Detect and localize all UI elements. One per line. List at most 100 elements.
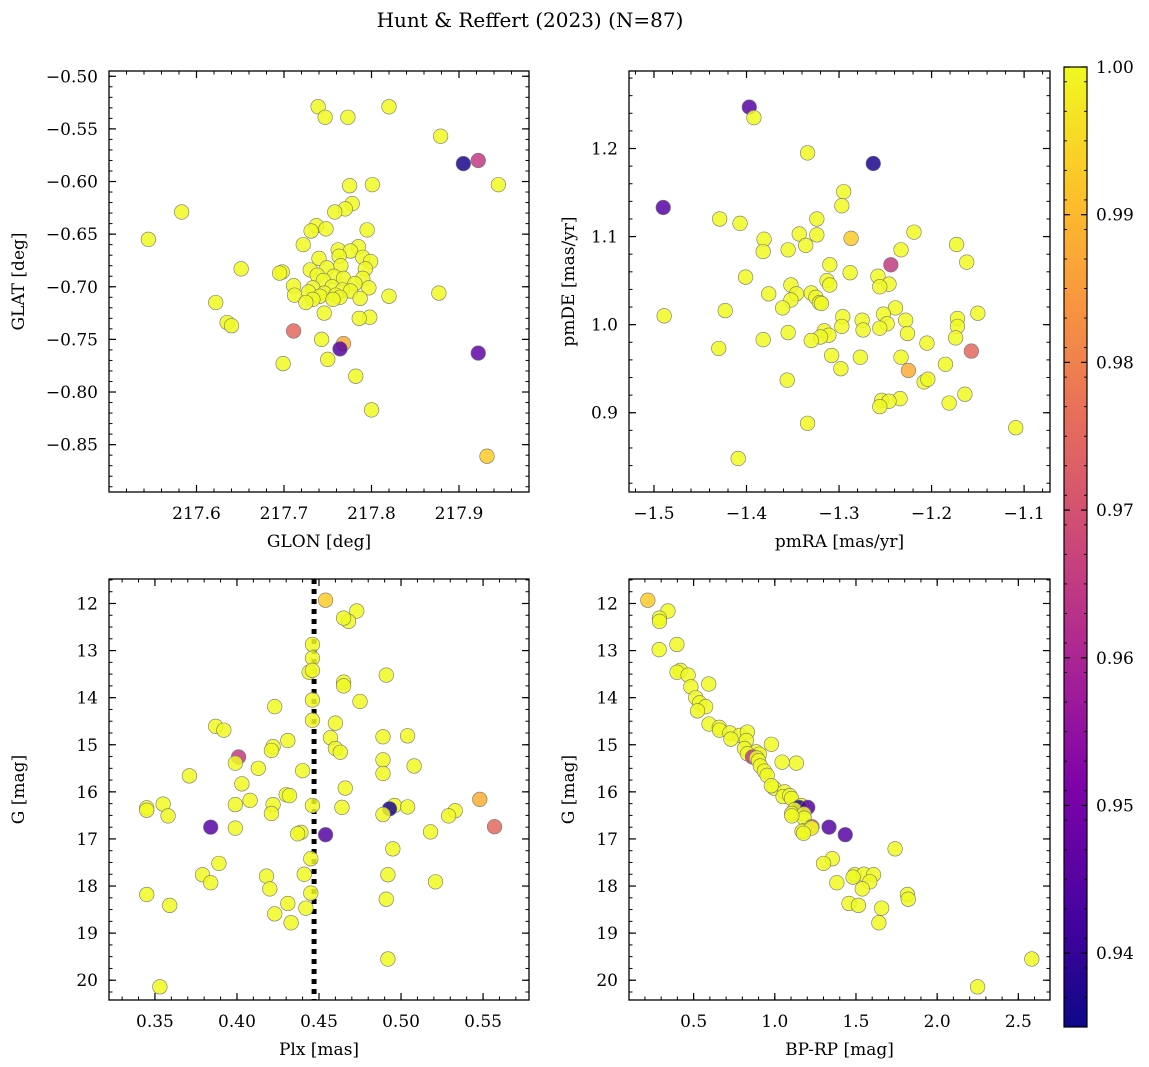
data-point — [755, 243, 771, 260]
data-point — [303, 851, 319, 867]
data-point — [375, 729, 391, 745]
data-point — [139, 886, 155, 903]
colorbar-tick-label: 0.98 — [1096, 353, 1134, 373]
y-tick-label: 20 — [76, 971, 98, 991]
data-point — [283, 915, 299, 931]
data-point — [304, 692, 321, 708]
x-tick-label: −1.5 — [633, 504, 674, 524]
data-point — [385, 841, 401, 857]
data-point — [651, 642, 667, 658]
y-tick-label: −0.50 — [46, 67, 98, 87]
data-point — [887, 841, 903, 857]
data-point — [472, 791, 488, 807]
data-point — [381, 288, 397, 304]
data-point — [332, 341, 348, 357]
data-point — [843, 230, 859, 246]
data-point — [352, 290, 368, 306]
y-tick-label: 15 — [76, 736, 98, 756]
data-point — [836, 184, 852, 200]
data-point — [267, 699, 283, 715]
data-point — [380, 867, 396, 883]
data-point — [822, 257, 838, 273]
data-point — [455, 156, 471, 172]
data-point — [788, 755, 804, 771]
data-point — [874, 900, 890, 916]
data-point — [717, 302, 733, 319]
y-tick-label: −0.70 — [46, 278, 98, 298]
data-point — [774, 754, 790, 770]
data-point — [267, 906, 283, 922]
y-axis-label: pmDE [mas/yr] — [559, 216, 579, 346]
data-point — [234, 776, 250, 792]
data-point — [320, 351, 336, 367]
y-tick-label: 19 — [76, 924, 98, 944]
y-tick-label: 17 — [596, 830, 618, 850]
data-point — [286, 287, 303, 303]
data-point — [381, 99, 397, 115]
data-point — [900, 891, 916, 907]
data-point — [378, 891, 394, 907]
data-point — [399, 799, 416, 815]
data-point — [351, 310, 367, 326]
data-point — [640, 592, 656, 608]
y-axis-label: GLAT [deg] — [9, 232, 29, 330]
y-tick-label: −0.75 — [46, 330, 98, 350]
data-point — [656, 308, 672, 324]
data-point — [275, 355, 291, 372]
data-point — [795, 825, 812, 841]
data-point — [317, 827, 334, 843]
data-point — [845, 869, 861, 885]
data-point — [809, 227, 825, 243]
data-point — [140, 231, 156, 247]
data-point — [181, 768, 197, 784]
y-tick-label: −0.85 — [46, 436, 98, 456]
data-point — [327, 715, 344, 731]
data-point — [162, 897, 178, 913]
y-tick-label: 16 — [596, 783, 618, 803]
data-point — [969, 979, 986, 995]
colorbar-tick-label: 0.95 — [1096, 796, 1134, 816]
data-point — [336, 678, 352, 694]
data-point — [441, 808, 457, 824]
y-tick-label: 1.1 — [591, 228, 618, 248]
data-point — [959, 254, 975, 270]
colorbar-gradient — [1063, 66, 1088, 1028]
data-point — [746, 110, 762, 126]
data-point — [948, 330, 964, 346]
data-point — [780, 324, 796, 341]
y-tick-label: 14 — [596, 689, 618, 709]
data-point — [732, 215, 748, 231]
data-point — [821, 819, 837, 835]
data-point — [899, 325, 916, 342]
x-tick-label: 2.5 — [1005, 1012, 1032, 1032]
data-point — [937, 356, 954, 372]
data-point — [349, 603, 365, 619]
x-tick-label: 0.5 — [680, 1012, 707, 1032]
y-tick-label: 13 — [596, 642, 618, 662]
data-point — [304, 712, 321, 728]
panel-bprp-g: 0.5 1.0 1.5 2.0 2.5 12 13 14 15 16 17 18 19 20 BP-RP [… — [559, 578, 1051, 1060]
data-point — [761, 286, 777, 302]
data-point — [340, 109, 356, 125]
data-point — [803, 332, 819, 349]
data-point — [822, 277, 838, 293]
y-tick-label: 12 — [76, 594, 98, 614]
x-tick-label: 0.55 — [464, 1012, 502, 1032]
data-point — [296, 866, 312, 882]
data-point — [730, 450, 746, 467]
data-point — [893, 242, 909, 258]
data-point — [203, 875, 219, 891]
data-point — [813, 295, 830, 312]
data-point — [160, 808, 176, 824]
axes-frame — [628, 70, 1051, 493]
data-point — [375, 765, 391, 782]
data-point — [711, 340, 727, 357]
data-point — [872, 320, 888, 336]
x-axis-label: Plx [mas] — [279, 1040, 359, 1060]
x-axis-label: BP-RP [mag] — [785, 1040, 894, 1060]
x-tick-label: 0.45 — [300, 1012, 338, 1032]
data-point — [332, 744, 348, 760]
data-point — [227, 755, 243, 771]
data-point — [298, 900, 314, 916]
data-point — [755, 332, 771, 348]
